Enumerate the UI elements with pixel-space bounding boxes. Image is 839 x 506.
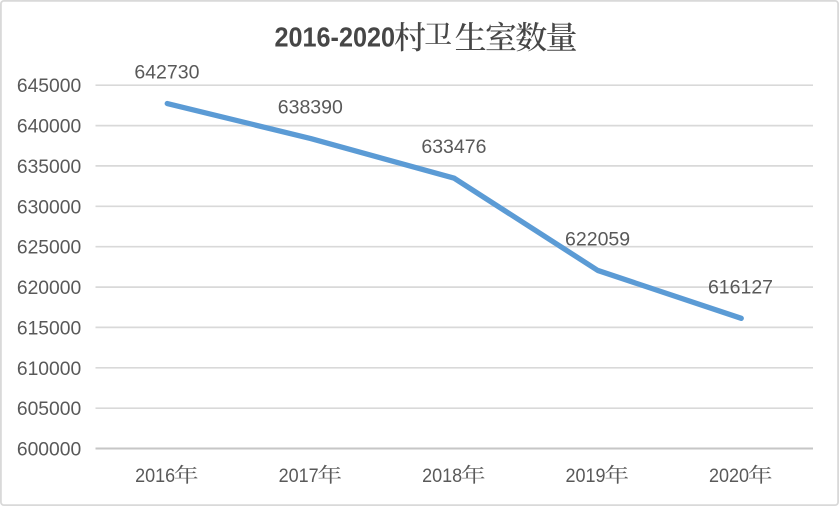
svg-text:605000: 605000 (17, 399, 81, 420)
svg-text:2016-2020: 2016-2020 (275, 21, 396, 52)
svg-text:2016: 2016 (135, 466, 175, 487)
svg-text:2019: 2019 (566, 466, 606, 487)
svg-text:2020: 2020 (709, 466, 749, 487)
svg-text:630000: 630000 (17, 197, 81, 218)
svg-text:2017: 2017 (279, 466, 319, 487)
svg-text:642730: 642730 (134, 62, 199, 84)
svg-text:2018: 2018 (422, 466, 462, 487)
svg-text:635000: 635000 (17, 157, 81, 178)
svg-text:640000: 640000 (17, 117, 81, 138)
svg-text:615000: 615000 (17, 318, 81, 339)
svg-text:600000: 600000 (17, 440, 81, 461)
svg-text:620000: 620000 (17, 278, 81, 299)
svg-text:622059: 622059 (565, 228, 630, 250)
svg-text:616127: 616127 (708, 276, 773, 298)
svg-text:638390: 638390 (278, 97, 343, 119)
svg-text:645000: 645000 (17, 76, 81, 97)
svg-text:633476: 633476 (421, 136, 486, 158)
svg-text:610000: 610000 (17, 359, 81, 380)
svg-text:625000: 625000 (17, 238, 81, 259)
